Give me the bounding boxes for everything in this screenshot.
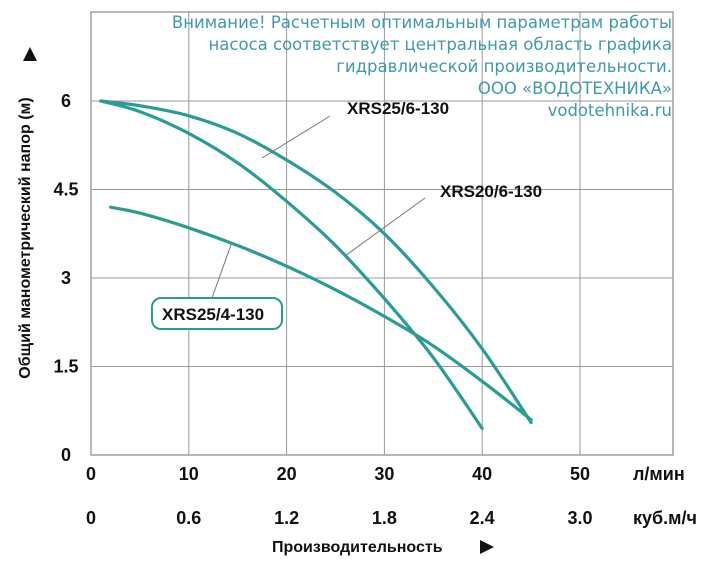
y-tick-label: 6 — [61, 91, 71, 111]
leader-line — [211, 241, 233, 299]
leader-line — [261, 115, 331, 159]
curves — [99, 99, 533, 430]
notice-line: Внимание! Расчетным оптимальным параметр… — [171, 13, 672, 32]
notice-text: Внимание! Расчетным оптимальным параметр… — [112, 12, 672, 122]
series-line-xrs25-4-130 — [109, 205, 533, 422]
series-line-xrs25-6-130 — [99, 99, 533, 425]
x2-tick-label: 0 — [86, 508, 96, 528]
tick-labels: 0 1.5 3 4.5 6 0 10 20 30 40 50 л/мин 0 0.6 1.2 1.8 2.4 3.… — [53, 91, 696, 528]
x-tick-label: 20 — [277, 464, 297, 484]
series-label: XRS25/4-130 — [162, 305, 264, 324]
x-tick-label: 50 — [570, 464, 590, 484]
y-tick-label: 1.5 — [53, 357, 78, 377]
x-axis-arrow-icon — [480, 540, 494, 554]
x-axis-label: Производительность — [272, 539, 443, 556]
x2-tick-label: 0.6 — [176, 508, 201, 528]
series-line-xrs20-6-130 — [99, 99, 484, 430]
y-axis-arrow-icon — [23, 47, 37, 61]
series-label: XRS20/6-130 — [440, 182, 542, 201]
y-tick-label: 0 — [61, 445, 71, 465]
y-tick-label: 4.5 — [53, 180, 78, 200]
plot-frame — [90, 11, 674, 456]
y-tick-label: 3 — [61, 268, 71, 288]
notice-line: гидравлической производительности. — [336, 57, 672, 76]
x-tick-label: 40 — [472, 464, 492, 484]
series-label-box — [151, 297, 283, 330]
x2-unit-label: куб.м/ч — [633, 508, 697, 528]
series-label: XRS25/6-130 — [347, 99, 449, 118]
x2-tick-label: 1.2 — [274, 508, 299, 528]
x-unit-label: л/мин — [633, 464, 685, 484]
x-tick-label: 10 — [179, 464, 199, 484]
x2-tick-label: 2.4 — [470, 508, 495, 528]
x2-tick-label: 1.8 — [372, 508, 397, 528]
notice-line: насоса соответствует центральная область… — [208, 35, 672, 54]
x2-tick-label: 3.0 — [567, 508, 592, 528]
x-tick-label: 0 — [86, 464, 96, 484]
y-axis-label: Общий манометрический напор (м) — [17, 97, 34, 378]
notice-line: ООО «ВОДОТЕХНИКА» — [477, 79, 672, 98]
series-labels: XRS25/6-130 XRS20/6-130 XRS25/4-130 — [151, 99, 542, 330]
notice-line: vodotehnika.ru — [547, 101, 672, 120]
x-tick-label: 30 — [374, 464, 394, 484]
leader-line — [344, 197, 426, 257]
